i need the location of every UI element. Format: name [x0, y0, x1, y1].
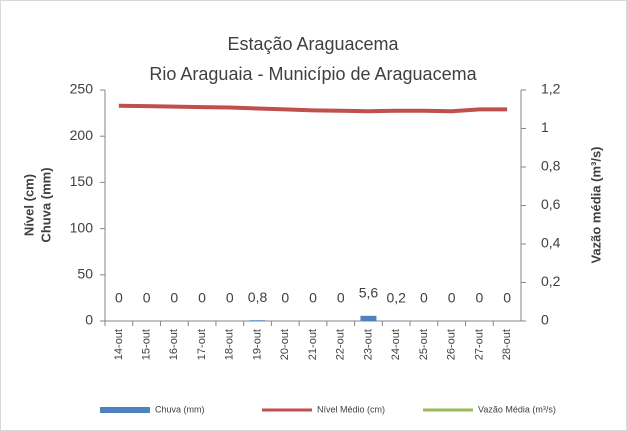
y2-tick-label: 0,8: [541, 158, 561, 174]
data-label: 0,2: [386, 290, 406, 306]
data-label: 0: [309, 290, 317, 306]
y2-tick-label: 1: [541, 119, 549, 135]
data-label: 0: [503, 290, 511, 306]
data-label: 0: [226, 290, 234, 306]
data-label: 0: [115, 290, 123, 306]
y2-axis-label: Vazão média (m³/s): [588, 146, 603, 263]
bar: [249, 320, 266, 321]
legend-swatch: [100, 407, 150, 413]
data-label: 0: [281, 290, 289, 306]
chart-title: Estação Araguacema: [227, 34, 399, 54]
x-tick-label: 24-out: [390, 329, 402, 360]
data-label: 0: [170, 290, 178, 306]
data-label: 0: [198, 290, 206, 306]
x-tick-label: 19-out: [251, 329, 263, 360]
x-tick-label: 15-out: [141, 329, 153, 360]
legend-label: Vazão Média (m³/s): [478, 404, 556, 414]
y2-tick-label: 0: [541, 312, 549, 328]
y-tick-label: 250: [70, 81, 94, 97]
data-label: 0: [420, 290, 428, 306]
x-tick-label: 25-out: [418, 329, 430, 360]
y2-tick-label: 1,2: [541, 81, 561, 97]
y-tick-label: 100: [70, 219, 94, 235]
y-tick-label: 200: [70, 127, 94, 143]
legend-label: Nível Médio (cm): [317, 404, 385, 414]
y2-tick-label: 0,6: [541, 196, 561, 212]
data-label: 0: [448, 290, 456, 306]
y-tick-label: 50: [77, 266, 93, 282]
x-tick-label: 18-out: [224, 329, 236, 360]
x-tick-label: 14-out: [113, 329, 125, 360]
x-tick-label: 21-out: [307, 329, 319, 360]
y-tick-label: 150: [70, 173, 94, 189]
x-tick-label: 17-out: [196, 329, 208, 360]
x-tick-label: 28-out: [501, 329, 513, 360]
y-axis-label: Chuva (mm): [38, 167, 53, 242]
data-label: 0: [143, 290, 151, 306]
x-tick-label: 23-out: [362, 329, 374, 360]
data-label: 0: [337, 290, 345, 306]
legend-label: Chuva (mm): [155, 404, 205, 414]
data-label: 5,6: [359, 285, 379, 301]
x-tick-label: 27-out: [473, 329, 485, 360]
y-tick-label: 0: [85, 312, 93, 328]
y-axis-label: Nível (cm): [21, 174, 36, 236]
chart-subtitle: Rio Araguaia - Município de Araguacema: [149, 64, 477, 84]
line: [118, 103, 508, 114]
data-label: 0,8: [248, 289, 268, 305]
x-tick-label: 16-out: [168, 329, 180, 360]
bar: [360, 315, 377, 321]
x-tick-label: 22-out: [335, 329, 347, 360]
y2-tick-label: 0,2: [541, 273, 561, 289]
data-label: 0: [476, 290, 484, 306]
x-tick-label: 26-out: [446, 329, 458, 360]
y2-tick-label: 0,4: [541, 235, 561, 251]
x-tick-label: 20-out: [279, 329, 291, 360]
